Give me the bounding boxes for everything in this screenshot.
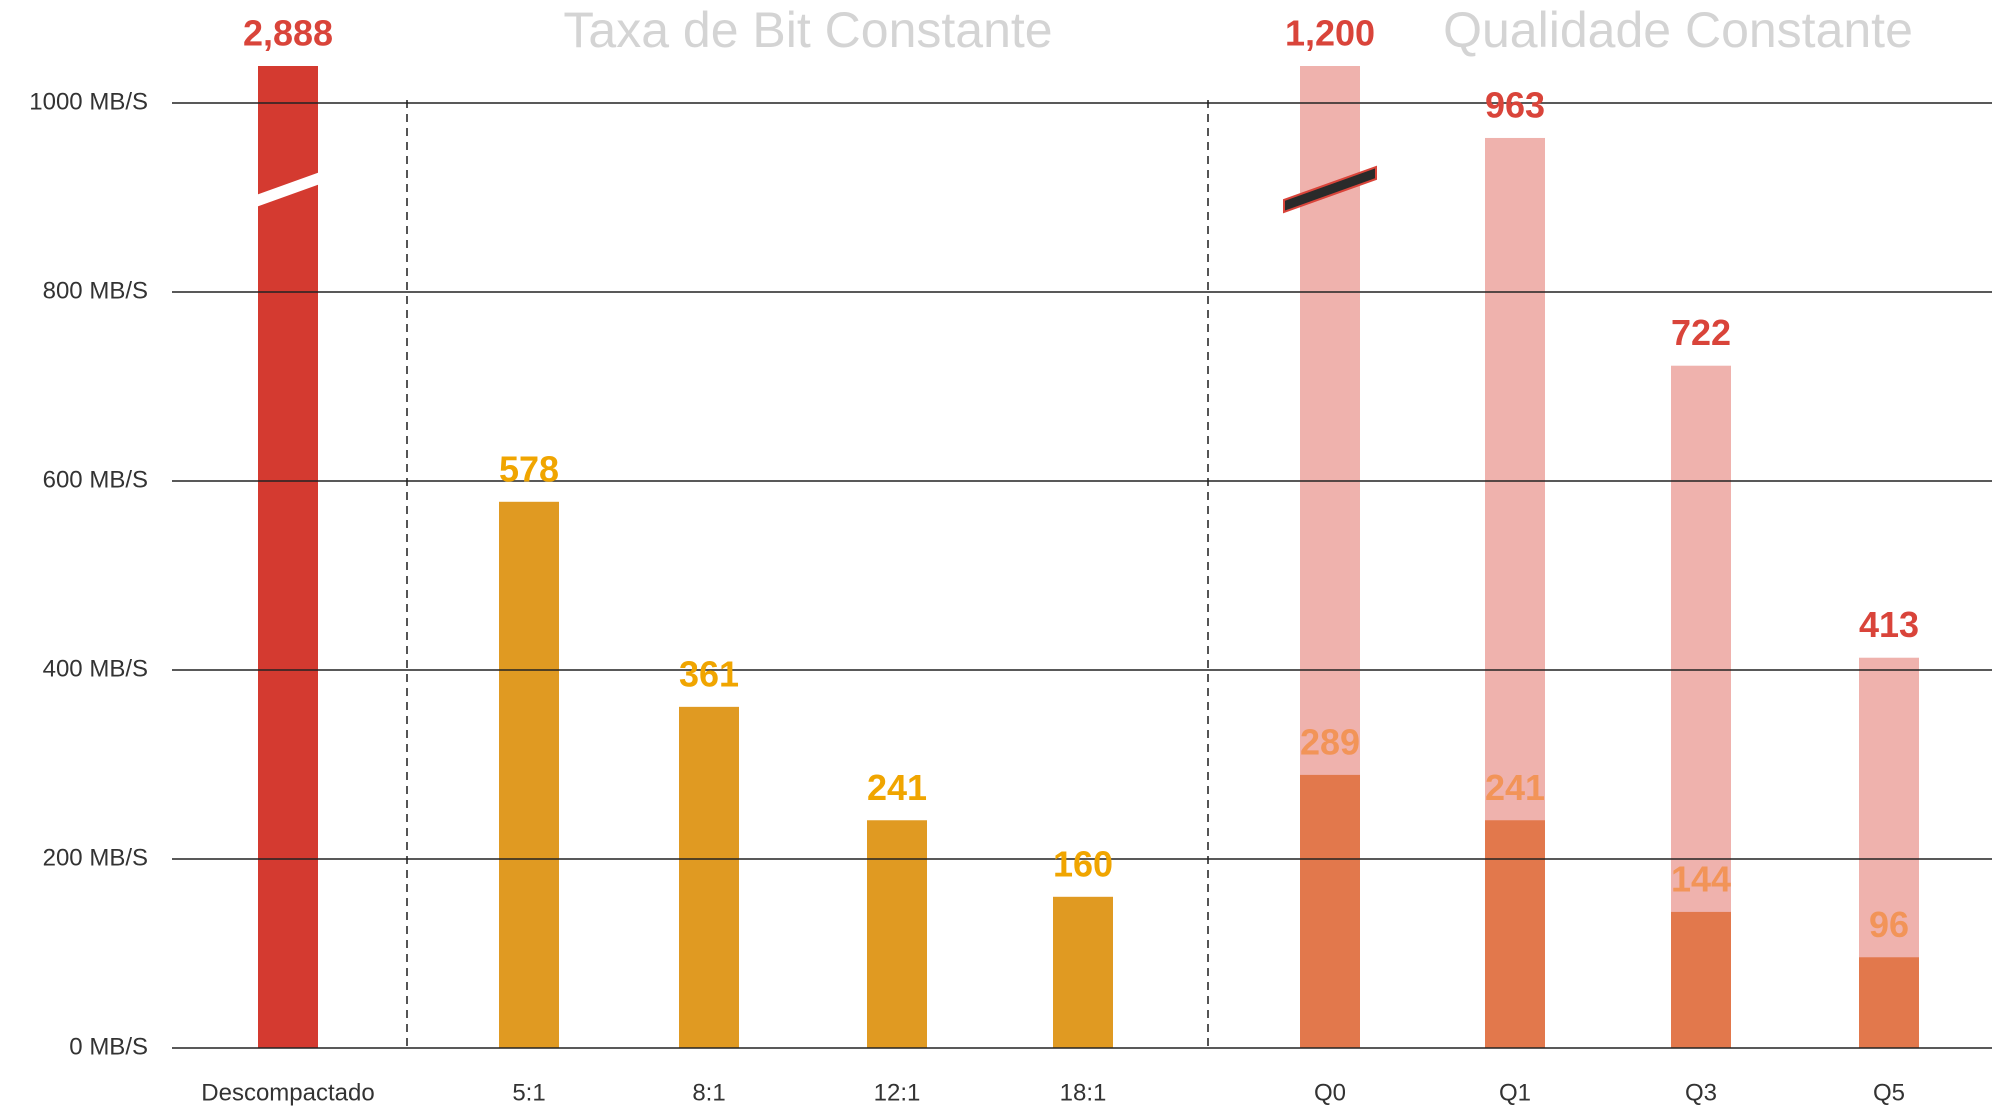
bar bbox=[1485, 820, 1545, 1048]
x-tick-label: Q3 bbox=[1685, 1079, 1717, 1106]
bar bbox=[1053, 896, 1113, 1048]
axis-break bbox=[242, 167, 334, 212]
x-tick-label: 8:1 bbox=[692, 1079, 725, 1106]
value-label: 578 bbox=[499, 448, 559, 489]
y-tick-label: 0 MB/S bbox=[69, 1033, 148, 1060]
axis-break bbox=[1283, 165, 1377, 214]
value-label: 2,888 bbox=[243, 13, 333, 54]
x-tick-label: Descompactado bbox=[201, 1079, 374, 1106]
value-label: 361 bbox=[679, 653, 739, 694]
x-tick-label: 12:1 bbox=[874, 1079, 921, 1106]
y-tick-label: 200 MB/S bbox=[43, 844, 148, 871]
section-title: Taxa de Bit Constante bbox=[563, 2, 1052, 58]
y-tick-label: 600 MB/S bbox=[43, 466, 148, 493]
bar bbox=[1300, 774, 1360, 1048]
value-label: 160 bbox=[1053, 843, 1113, 884]
value-label: 1,200 bbox=[1285, 13, 1375, 54]
bar bbox=[499, 501, 559, 1048]
x-tick-label: Q0 bbox=[1314, 1079, 1346, 1106]
value-label: 722 bbox=[1671, 312, 1731, 353]
bar bbox=[258, 66, 318, 1048]
value-label: 144 bbox=[1671, 858, 1731, 899]
x-tick-label: 18:1 bbox=[1060, 1079, 1107, 1106]
x-tick-label: 5:1 bbox=[512, 1079, 545, 1106]
y-tick-label: 1000 MB/S bbox=[29, 88, 148, 115]
y-tick-label: 800 MB/S bbox=[43, 277, 148, 304]
bar bbox=[867, 820, 927, 1048]
value-label: 963 bbox=[1485, 84, 1545, 125]
section-title: Qualidade Constante bbox=[1443, 2, 1913, 58]
value-label: 241 bbox=[867, 767, 927, 808]
bar bbox=[1859, 957, 1919, 1048]
bar bbox=[1671, 911, 1731, 1048]
x-tick-label: Q1 bbox=[1499, 1079, 1531, 1106]
value-label: 241 bbox=[1485, 767, 1545, 808]
bar bbox=[679, 706, 739, 1048]
value-label: 96 bbox=[1869, 904, 1909, 945]
bars bbox=[258, 66, 1919, 1049]
value-label: 289 bbox=[1300, 721, 1360, 762]
y-tick-label: 400 MB/S bbox=[43, 655, 148, 682]
value-label: 413 bbox=[1859, 604, 1919, 645]
x-tick-label: Q5 bbox=[1873, 1079, 1905, 1106]
